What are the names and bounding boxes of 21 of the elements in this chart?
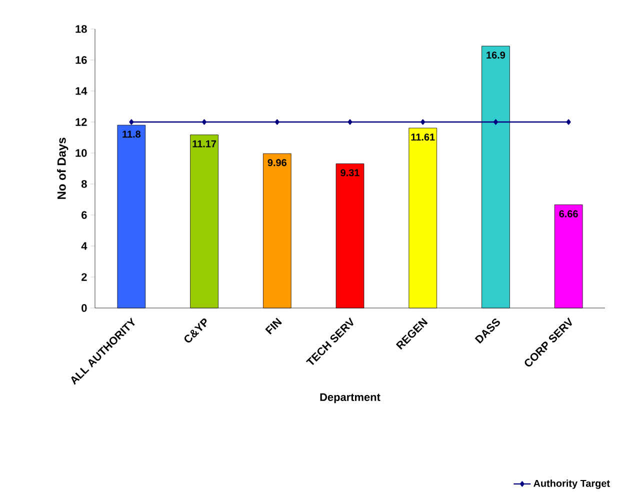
data-label: 11.8 — [122, 130, 141, 138]
data-label: 6.66 — [559, 210, 578, 218]
legend-label: Authority Target — [534, 480, 610, 489]
x-axis-title: Department — [320, 393, 380, 404]
data-label: 11.17 — [192, 140, 216, 148]
data-label: 11.61 — [411, 134, 435, 141]
y-tick-label: 12 — [76, 118, 87, 126]
y-tick-label: 4 — [81, 242, 88, 250]
data-label: 9.31 — [340, 169, 360, 176]
x-tick-label: FIN — [265, 318, 282, 335]
data-label: 16.9 — [486, 52, 506, 59]
y-tick-label: 6 — [82, 211, 87, 219]
y-axis-title: No of Days — [57, 138, 68, 199]
y-tick-label: 0 — [82, 304, 87, 312]
y-tick-label: 2 — [82, 273, 87, 281]
y-tick-label: 10 — [76, 149, 87, 157]
data-label: 9.96 — [268, 159, 286, 166]
y-tick-label: 18 — [76, 25, 87, 33]
y-tick-label: 16 — [76, 56, 87, 64]
y-tick-label: 8 — [81, 180, 87, 188]
y-tick-label: 14 — [76, 87, 88, 95]
